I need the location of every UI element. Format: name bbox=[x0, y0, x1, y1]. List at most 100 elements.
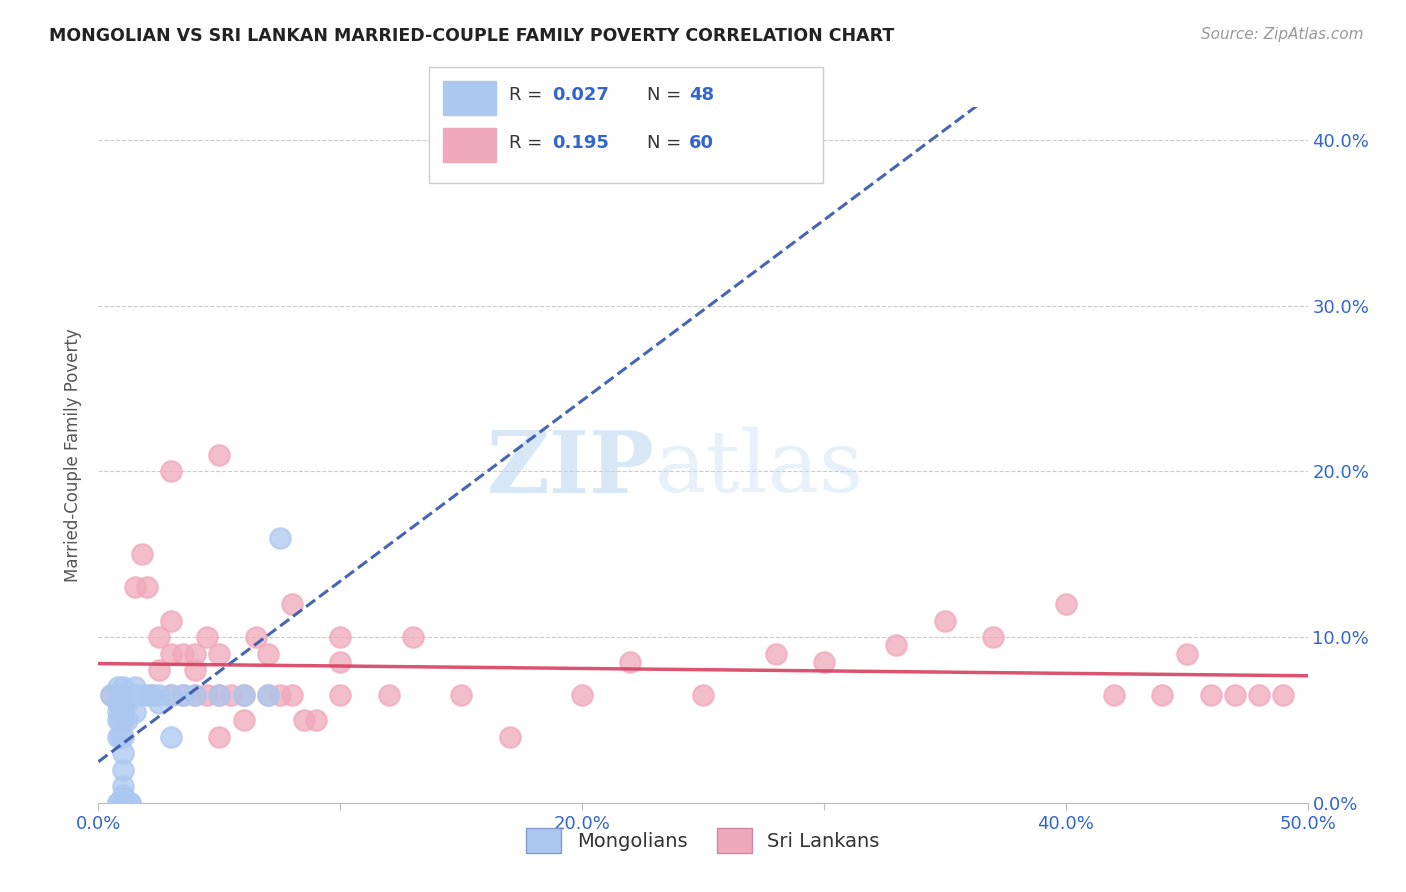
Point bbox=[117, 713, 139, 727]
Point bbox=[934, 614, 956, 628]
Point bbox=[329, 688, 352, 702]
Point bbox=[111, 796, 134, 810]
Point bbox=[141, 688, 163, 702]
Point bbox=[245, 630, 267, 644]
Point bbox=[184, 663, 207, 677]
Point bbox=[107, 680, 129, 694]
Point bbox=[402, 630, 425, 644]
Point bbox=[184, 647, 207, 661]
Y-axis label: Married-Couple Family Poverty: Married-Couple Family Poverty bbox=[65, 328, 83, 582]
Point bbox=[111, 730, 134, 744]
Point bbox=[118, 796, 141, 810]
Point bbox=[172, 688, 194, 702]
Point bbox=[208, 730, 231, 744]
Point bbox=[111, 788, 134, 802]
Point bbox=[111, 697, 134, 711]
Point bbox=[111, 680, 134, 694]
Point bbox=[450, 688, 472, 702]
Text: R =: R = bbox=[509, 87, 548, 104]
Point bbox=[160, 688, 183, 702]
Point bbox=[100, 688, 122, 702]
Point bbox=[160, 647, 183, 661]
Point bbox=[124, 688, 146, 702]
Point bbox=[111, 688, 134, 702]
Point bbox=[1272, 688, 1295, 702]
Point bbox=[221, 688, 243, 702]
Point bbox=[111, 763, 134, 777]
Point bbox=[160, 688, 183, 702]
Text: N =: N = bbox=[647, 87, 686, 104]
Point bbox=[886, 639, 908, 653]
Point bbox=[208, 688, 231, 702]
Point bbox=[1175, 647, 1198, 661]
Point bbox=[111, 796, 134, 810]
Point bbox=[195, 688, 218, 702]
Point bbox=[208, 688, 231, 702]
Point bbox=[1249, 688, 1271, 702]
Point bbox=[571, 688, 593, 702]
Point bbox=[111, 796, 134, 810]
Point bbox=[111, 796, 134, 810]
Point bbox=[108, 730, 131, 744]
Point bbox=[108, 697, 131, 711]
Point bbox=[208, 448, 231, 462]
Point bbox=[269, 688, 291, 702]
Point bbox=[305, 713, 328, 727]
Point bbox=[107, 705, 129, 719]
Point bbox=[256, 688, 278, 702]
Text: 48: 48 bbox=[689, 87, 714, 104]
Point bbox=[107, 697, 129, 711]
Legend: Mongolians, Sri Lankans: Mongolians, Sri Lankans bbox=[516, 818, 890, 863]
Text: Source: ZipAtlas.com: Source: ZipAtlas.com bbox=[1201, 27, 1364, 42]
Point bbox=[184, 688, 207, 702]
Text: atlas: atlas bbox=[655, 427, 863, 510]
Point bbox=[148, 688, 170, 702]
Text: 0.195: 0.195 bbox=[553, 134, 609, 152]
Point bbox=[765, 647, 787, 661]
Point bbox=[148, 630, 170, 644]
Point bbox=[195, 630, 218, 644]
Point bbox=[160, 730, 183, 744]
Point bbox=[981, 630, 1004, 644]
Point bbox=[172, 647, 194, 661]
Point bbox=[148, 697, 170, 711]
Text: ZIP: ZIP bbox=[486, 427, 655, 511]
Point bbox=[135, 581, 157, 595]
Point bbox=[148, 663, 170, 677]
Point bbox=[232, 688, 254, 702]
Point bbox=[269, 531, 291, 545]
Point bbox=[141, 688, 163, 702]
Text: 60: 60 bbox=[689, 134, 714, 152]
Point bbox=[1223, 688, 1246, 702]
Point bbox=[281, 688, 304, 702]
Point bbox=[256, 647, 278, 661]
Point bbox=[281, 597, 304, 611]
Point bbox=[1199, 688, 1222, 702]
Point bbox=[107, 730, 129, 744]
Point bbox=[111, 779, 134, 793]
Point bbox=[100, 688, 122, 702]
Point bbox=[111, 688, 134, 702]
Point bbox=[135, 688, 157, 702]
Point bbox=[172, 688, 194, 702]
Point bbox=[111, 746, 134, 760]
Point bbox=[160, 465, 183, 479]
Point bbox=[1054, 597, 1077, 611]
Point bbox=[208, 647, 231, 661]
Point bbox=[107, 697, 129, 711]
Point bbox=[1102, 688, 1125, 702]
Point bbox=[107, 796, 129, 810]
Point bbox=[111, 796, 134, 810]
Point bbox=[292, 713, 315, 727]
Point bbox=[329, 655, 352, 669]
Point bbox=[111, 713, 134, 727]
Point bbox=[498, 730, 520, 744]
Point bbox=[107, 713, 129, 727]
Point bbox=[329, 630, 352, 644]
Point bbox=[111, 796, 134, 810]
Point bbox=[256, 688, 278, 702]
Text: R =: R = bbox=[509, 134, 548, 152]
Point bbox=[111, 796, 134, 810]
Point bbox=[131, 688, 153, 702]
Point bbox=[124, 705, 146, 719]
